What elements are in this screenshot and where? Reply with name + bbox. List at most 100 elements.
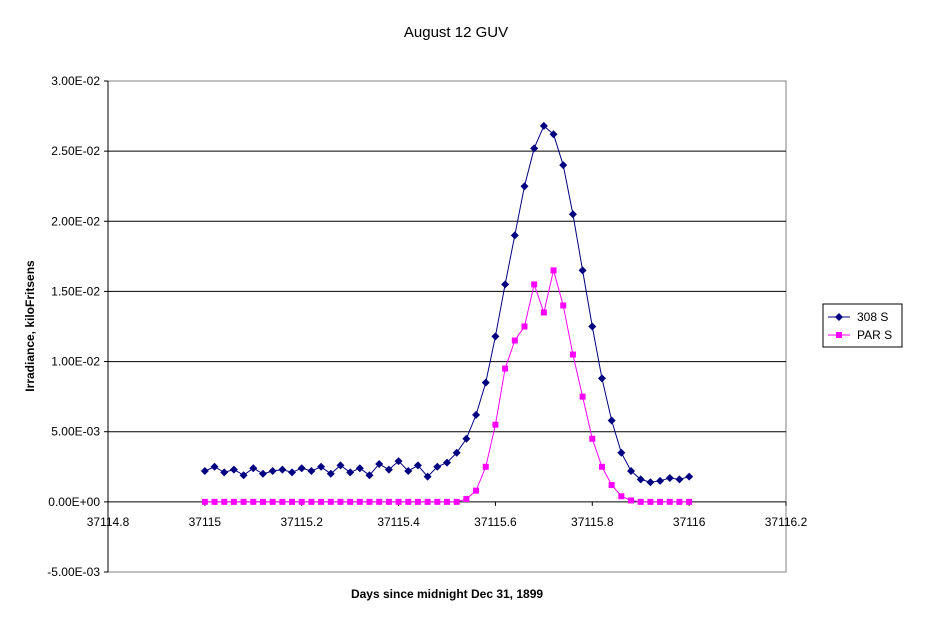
data-point bbox=[269, 498, 276, 505]
data-point bbox=[376, 498, 383, 505]
data-point bbox=[434, 498, 441, 505]
data-point bbox=[444, 498, 450, 505]
data-point bbox=[278, 465, 287, 474]
y-tick-label: 5.00E-03 bbox=[51, 425, 100, 439]
data-point bbox=[588, 322, 597, 331]
data-point bbox=[326, 469, 335, 478]
data-point bbox=[482, 463, 489, 470]
data-point bbox=[443, 458, 451, 467]
data-point bbox=[578, 266, 587, 275]
data-point bbox=[608, 482, 615, 489]
data-point bbox=[646, 478, 655, 487]
data-point bbox=[240, 498, 247, 505]
y-tick-label: 1.00E-02 bbox=[51, 355, 100, 369]
data-point bbox=[511, 337, 518, 344]
data-point bbox=[531, 281, 538, 288]
data-point bbox=[414, 498, 421, 505]
data-point bbox=[520, 182, 529, 191]
data-point bbox=[288, 468, 297, 477]
legend-marker bbox=[835, 313, 843, 321]
data-point bbox=[666, 498, 673, 505]
y-tick-label: 1.50E-02 bbox=[51, 284, 100, 298]
data-point bbox=[289, 498, 296, 505]
data-point bbox=[481, 378, 490, 387]
data-point bbox=[318, 498, 325, 505]
data-point bbox=[636, 475, 645, 484]
y-tick-label: 2.00E-02 bbox=[51, 214, 100, 228]
data-point bbox=[685, 472, 694, 481]
data-point bbox=[647, 498, 654, 505]
data-point bbox=[327, 498, 334, 505]
data-point bbox=[597, 374, 606, 383]
x-tick-label: 37115.2 bbox=[280, 515, 323, 529]
series-layer bbox=[200, 121, 694, 505]
data-point bbox=[384, 465, 393, 474]
data-point bbox=[394, 457, 403, 466]
x-tick-label: 37115.4 bbox=[377, 515, 420, 529]
chart-title: August 12 GUV bbox=[404, 24, 508, 41]
legend-box bbox=[822, 303, 903, 348]
series-308-s bbox=[200, 121, 694, 487]
data-point bbox=[220, 468, 229, 477]
y-tick-label: 2.50E-02 bbox=[51, 144, 100, 158]
data-point bbox=[385, 498, 392, 505]
legend: 308 S PAR S bbox=[822, 303, 903, 348]
data-point bbox=[550, 267, 557, 274]
data-point bbox=[569, 351, 576, 358]
data-point bbox=[336, 461, 345, 470]
data-point bbox=[258, 469, 267, 478]
data-point bbox=[627, 466, 636, 475]
data-point bbox=[579, 393, 586, 400]
data-point bbox=[279, 498, 286, 505]
data-point bbox=[607, 416, 616, 425]
data-point bbox=[676, 498, 683, 505]
data-point bbox=[268, 466, 277, 475]
data-point bbox=[337, 498, 344, 505]
data-point bbox=[366, 498, 373, 505]
series-par-s bbox=[201, 267, 693, 505]
legend-marker bbox=[836, 332, 842, 338]
data-point bbox=[395, 498, 402, 505]
data-point bbox=[424, 498, 431, 505]
data-point bbox=[229, 465, 238, 474]
y-axis-label: Irradiance, kiloFritsens bbox=[23, 260, 37, 392]
data-point bbox=[617, 448, 626, 457]
data-point bbox=[657, 498, 664, 505]
data-point bbox=[413, 461, 422, 470]
data-point bbox=[628, 497, 635, 504]
data-point bbox=[675, 475, 684, 484]
data-point bbox=[249, 464, 258, 473]
data-point bbox=[598, 463, 605, 470]
data-point bbox=[221, 498, 228, 505]
gridlines bbox=[108, 150, 786, 433]
data-point bbox=[560, 302, 567, 309]
data-point bbox=[539, 121, 548, 130]
x-tick-label: 37115 bbox=[189, 515, 222, 529]
data-point bbox=[211, 498, 218, 505]
data-point bbox=[297, 464, 306, 473]
data-point bbox=[201, 498, 208, 505]
data-point bbox=[540, 309, 547, 316]
data-point bbox=[405, 498, 412, 505]
data-point bbox=[637, 498, 644, 505]
data-point bbox=[472, 410, 481, 419]
data-point bbox=[686, 498, 693, 505]
data-point bbox=[347, 498, 354, 505]
data-point bbox=[502, 365, 509, 372]
data-point bbox=[210, 462, 219, 471]
data-point bbox=[365, 471, 374, 480]
y-tick-label: 3.00E-02 bbox=[51, 74, 100, 88]
x-tick-label: 37114.8 bbox=[87, 515, 130, 529]
data-point bbox=[521, 323, 528, 330]
data-point bbox=[501, 280, 510, 289]
data-point bbox=[230, 498, 237, 505]
data-point bbox=[423, 472, 432, 481]
data-point bbox=[308, 498, 315, 505]
data-point bbox=[491, 332, 500, 341]
legend-label: 308 S bbox=[857, 310, 888, 324]
data-point bbox=[259, 498, 266, 505]
x-tick-label: 37116.2 bbox=[765, 515, 808, 529]
plot-area bbox=[107, 80, 787, 573]
data-point bbox=[239, 471, 248, 480]
data-point bbox=[549, 130, 558, 139]
